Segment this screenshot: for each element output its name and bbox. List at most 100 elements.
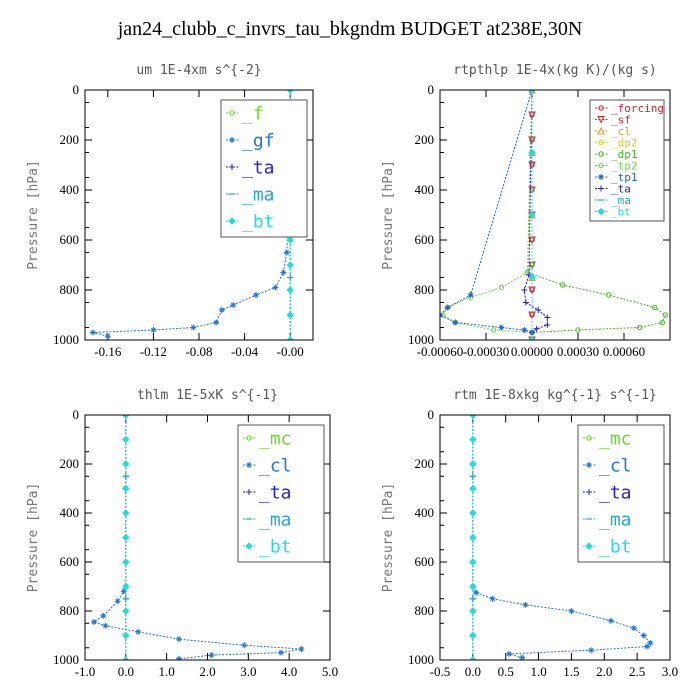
- data-point: [122, 415, 130, 419]
- data-point: [469, 656, 477, 660]
- x-tick-label: -0.00030: [463, 344, 510, 359]
- data-point: [469, 435, 477, 444]
- legend-marker: [229, 137, 235, 143]
- data-point: [122, 460, 130, 468]
- legend-label: _dp2: [611, 136, 638, 149]
- data-point: [122, 435, 130, 444]
- legend-marker: [598, 185, 604, 192]
- data-point: [122, 656, 130, 660]
- data-point: [298, 645, 305, 652]
- data-point: [120, 588, 127, 595]
- x-tick-label: 0.00060: [603, 344, 645, 359]
- legend-marker: [598, 139, 604, 146]
- data-point: [469, 509, 477, 517]
- legend-marker: [585, 542, 593, 550]
- data-point: [568, 608, 575, 614]
- legend-marker: [597, 126, 605, 135]
- data-point: [651, 304, 658, 311]
- legend-label: _cl: [259, 455, 292, 476]
- x-tick-label: 0.0: [118, 664, 134, 679]
- y-tick-label: 600: [415, 554, 435, 569]
- data-point: [636, 324, 643, 331]
- data-point: [522, 299, 529, 306]
- data-point: [283, 249, 290, 256]
- x-tick-label: 3.0: [240, 664, 256, 679]
- x-tick-label: -0.12: [140, 344, 167, 359]
- data-point: [498, 324, 505, 331]
- legend-marker: [598, 174, 604, 180]
- data-point: [519, 654, 526, 660]
- y-tick-label: 0: [73, 82, 80, 97]
- legend-label: _tp2: [611, 159, 638, 172]
- panel-title: um 1E-4xm s^{-2}: [136, 63, 261, 78]
- data-point: [467, 292, 474, 298]
- data-point: [469, 484, 477, 493]
- data-point: [528, 148, 536, 157]
- data-point: [644, 643, 650, 650]
- data-point: [533, 325, 540, 332]
- data-point: [89, 329, 96, 336]
- legend-label: _ta: [611, 182, 631, 195]
- y-tick-label: 400: [60, 182, 80, 197]
- panel-title: rtm 1E-8xkg kg^{-1} s^{-1}: [453, 388, 657, 403]
- legend-label: _mc: [259, 428, 292, 449]
- x-tick-label: -0.5: [430, 664, 451, 679]
- data-point: [135, 628, 142, 635]
- legend-label: _ta: [259, 482, 292, 503]
- y-tick-label: 0: [428, 82, 435, 97]
- data-point: [230, 302, 237, 308]
- legend-label: _cl: [599, 455, 632, 476]
- data-point: [122, 582, 130, 591]
- legend-marker: [586, 462, 592, 468]
- data-point: [100, 612, 107, 619]
- y-tick-label: 400: [415, 505, 435, 520]
- x-tick-label: 3.0: [662, 664, 678, 679]
- data-point: [286, 236, 294, 244]
- data-point: [535, 307, 542, 313]
- data-point: [114, 598, 121, 605]
- y-tick-label: 600: [60, 554, 80, 569]
- y-tick-label: 0: [73, 407, 80, 422]
- x-tick-label: -0.08: [185, 344, 212, 359]
- data-point: [607, 617, 614, 624]
- x-tick-label: 2.5: [629, 664, 645, 679]
- plot-frame: [439, 89, 671, 341]
- data-point: [286, 90, 294, 94]
- y-tick-label: 1000: [53, 652, 79, 667]
- panel-2: rtpthlp 1E-4x(kg K)/(kg s) Pressure [hPa]…: [381, 63, 671, 359]
- data-point: [190, 324, 197, 331]
- x-tick-label: 1.5: [563, 664, 579, 679]
- data-point: [489, 595, 496, 602]
- data-point: [122, 558, 130, 566]
- y-tick-label: 600: [415, 232, 435, 247]
- x-tick-label: 0.00030: [557, 344, 599, 359]
- legend-label: _mc: [599, 428, 632, 449]
- x-tick-label: 4.0: [281, 664, 297, 679]
- data-point: [588, 647, 595, 654]
- y-tick-label: 200: [60, 456, 80, 471]
- data-point: [286, 261, 294, 269]
- legend-label: _gf: [242, 130, 275, 151]
- data-point: [662, 312, 669, 318]
- data-point: [498, 284, 505, 291]
- legend-label: _forcing: [611, 102, 664, 115]
- data-point: [122, 509, 130, 517]
- x-tick-label: 1.0: [530, 664, 546, 679]
- legend-label: _sf: [611, 113, 631, 126]
- y-tick-label: 800: [415, 603, 435, 618]
- data-point: [469, 533, 477, 542]
- data-point: [528, 90, 536, 94]
- legend-marker: [598, 105, 604, 111]
- panel-title: thlm 1E-5xK s^{-1}: [137, 388, 278, 403]
- legend-label: _ma: [259, 509, 292, 530]
- data-point: [150, 327, 157, 333]
- y-tick-label: 0: [428, 407, 435, 422]
- y-tick-label: 1000: [408, 652, 434, 667]
- y-tick-label: 400: [60, 505, 80, 520]
- legend-label: _ta: [242, 157, 275, 178]
- x-tick-label: 0.5: [498, 664, 514, 679]
- legend-label: _dp1: [611, 148, 638, 161]
- data-point: [175, 636, 182, 643]
- y-tick-label: 800: [60, 603, 80, 618]
